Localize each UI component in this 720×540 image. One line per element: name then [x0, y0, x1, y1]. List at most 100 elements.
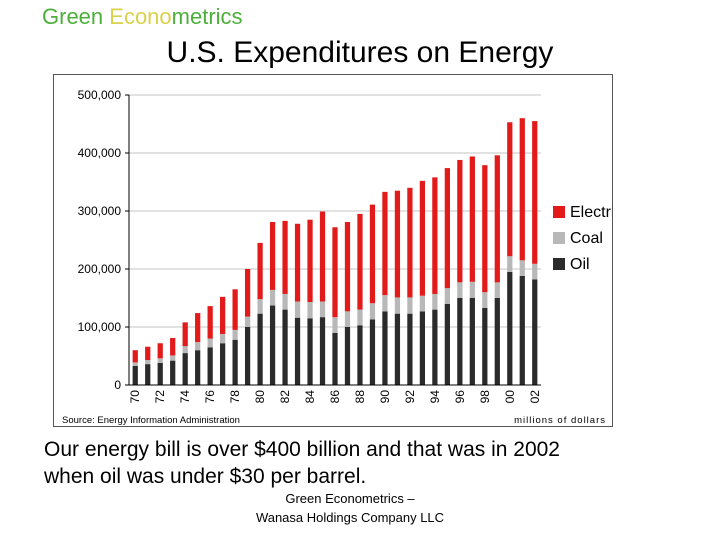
bar-coal-82 [282, 293, 288, 310]
bar-coal-86 [332, 317, 338, 333]
bar-oil-79 [244, 327, 251, 385]
bar-electric-87 [344, 222, 351, 312]
bar-oil-76 [207, 347, 213, 385]
bar-electric-91 [394, 190, 401, 298]
brand-part-metrics: metrics [171, 4, 243, 29]
x-tick-label: 00 [503, 390, 517, 404]
bar-electric-70 [132, 350, 138, 363]
bar-oil-94 [432, 309, 438, 385]
bar-oil-92 [407, 313, 413, 385]
bar-coal-80 [257, 299, 263, 314]
bar-oil-74 [182, 353, 188, 385]
bar-oil-90 [382, 311, 388, 385]
bar-oil-72 [157, 362, 163, 385]
bar-oil-71 [145, 364, 151, 385]
legend-label-coal: Coal [570, 230, 603, 247]
bar-coal-72 [157, 358, 163, 363]
bar-electric-78 [232, 289, 238, 330]
bar-coal-94 [432, 293, 438, 310]
footer: Green Econometrics – Wanasa Holdings Com… [0, 489, 700, 527]
bar-electric-71 [145, 346, 151, 361]
bar-electric-01 [519, 118, 525, 261]
bar-coal-85 [319, 301, 326, 318]
bar-coal-90 [382, 295, 388, 312]
legend-label-oil: Oil [570, 256, 590, 273]
bar-oil-99 [494, 298, 500, 385]
legend-swatch-coal [553, 232, 565, 244]
bar-electric-79 [244, 269, 251, 317]
bar-electric-99 [494, 155, 500, 283]
bar-electric-02 [532, 121, 538, 264]
bar-electric-98 [482, 165, 488, 293]
x-tick-label: 86 [328, 390, 342, 404]
bar-electric-85 [319, 211, 326, 302]
bar-oil-97 [469, 298, 475, 385]
bar-electric-73 [170, 338, 176, 356]
y-tick-label: 500,000 [78, 88, 122, 102]
legend-swatch-electric [553, 206, 565, 218]
bar-coal-97 [469, 281, 475, 298]
bar-oil-80 [257, 313, 263, 385]
bar-electric-75 [195, 313, 201, 343]
x-tick-label: 82 [278, 390, 292, 404]
bar-coal-84 [307, 302, 313, 319]
bar-oil-01 [519, 275, 525, 385]
bar-electric-76 [207, 306, 213, 339]
bar-oil-81 [269, 305, 276, 385]
bar-electric-81 [269, 222, 276, 290]
bar-electric-96 [457, 159, 463, 283]
bar-electric-74 [182, 322, 188, 347]
bar-electric-97 [469, 156, 475, 282]
bar-oil-78 [232, 339, 238, 385]
bar-electric-88 [357, 213, 363, 310]
legend-swatch-oil [553, 258, 565, 270]
bar-electric-84 [307, 219, 313, 303]
bar-oil-82 [282, 309, 288, 385]
bar-coal-71 [145, 360, 151, 365]
bar-coal-77 [220, 333, 226, 344]
x-tick-label: 70 [128, 390, 142, 404]
bar-oil-70 [132, 365, 138, 385]
bar-oil-00 [507, 271, 513, 385]
bar-oil-02 [532, 279, 538, 385]
bar-coal-79 [244, 316, 251, 327]
bar-coal-75 [195, 342, 201, 351]
y-tick-label: 300,000 [78, 204, 122, 218]
bar-coal-98 [482, 292, 488, 308]
bar-coal-73 [170, 355, 176, 361]
bar-coal-93 [419, 295, 426, 312]
bar-oil-96 [457, 298, 463, 385]
y-tick-label: 100,000 [78, 320, 122, 334]
x-tick-label: 92 [403, 390, 417, 404]
x-tick-label: 80 [253, 390, 267, 404]
bar-coal-81 [269, 289, 276, 306]
caption-line-2: when oil was under $30 per barrel. [44, 465, 367, 488]
x-tick-label: 84 [303, 390, 317, 404]
bar-coal-01 [519, 260, 525, 276]
chart-panel: 0 100,000 200,000 300,000 400,000 500,000 70 7… [53, 74, 613, 427]
footer-line-1: Green Econometrics – [285, 491, 415, 506]
bar-coal-74 [182, 346, 188, 354]
slide-title: U.S. Expenditures on Energy [166, 36, 554, 69]
bars [132, 118, 538, 385]
bar-electric-92 [407, 187, 413, 298]
source-note: Source: Energy Information Administratio… [62, 415, 240, 426]
bar-electric-00 [507, 122, 513, 257]
bar-electric-94 [432, 177, 438, 294]
y-tick-label: 0 [114, 378, 121, 392]
x-tick-label: 02 [528, 390, 542, 404]
bar-oil-98 [482, 307, 488, 385]
bar-electric-86 [332, 227, 338, 318]
bar-electric-80 [257, 242, 263, 300]
bar-coal-89 [369, 303, 376, 320]
legend-label-electric: Electric [570, 204, 612, 221]
bar-oil-87 [344, 327, 351, 385]
bar-oil-73 [170, 360, 176, 385]
bar-coal-78 [232, 329, 238, 340]
y-tick-label: 200,000 [78, 262, 122, 276]
y-tick-label: 400,000 [78, 146, 122, 160]
brand-part-green: Green [42, 4, 110, 29]
bar-oil-88 [357, 325, 363, 385]
caption-line-1: Our energy bill is over $400 billion and… [44, 438, 560, 461]
caption: Our energy bill is over $400 billion and… [44, 436, 684, 490]
